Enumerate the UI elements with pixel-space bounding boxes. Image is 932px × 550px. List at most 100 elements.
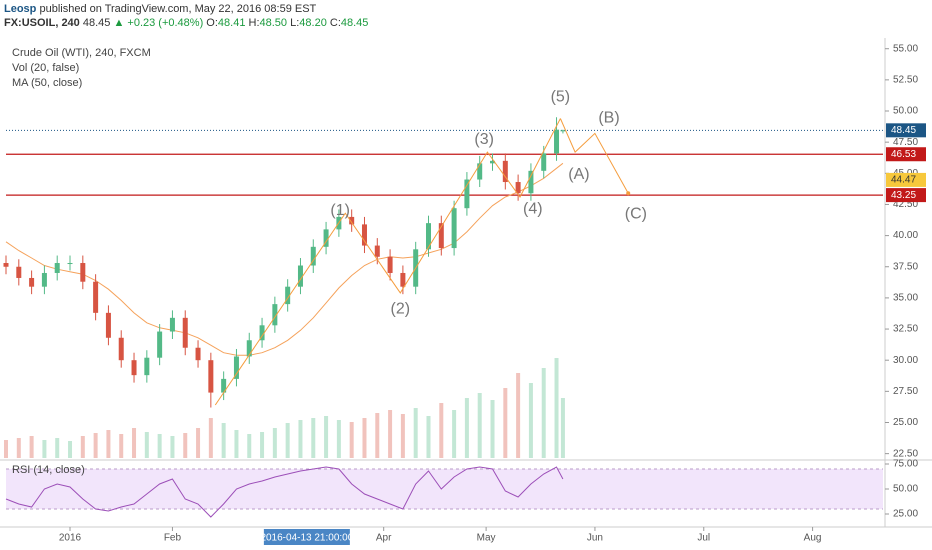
candle-body [16, 266, 22, 278]
y-tick-label: 30.00 [893, 355, 918, 366]
price-label: 43.25 [891, 190, 916, 201]
price-label-box [886, 147, 926, 162]
candle-body [105, 312, 111, 338]
y-tick-label: 47.50 [893, 137, 918, 148]
volume-bar [208, 418, 213, 458]
symbol: FX:USOIL, 240 [4, 17, 80, 29]
volume-bar [170, 436, 175, 458]
crosshair-box [263, 529, 350, 545]
volume-bar [452, 410, 457, 458]
volume-bar [16, 438, 21, 458]
candle-body [246, 340, 252, 357]
y-tick-label: 50.00 [893, 106, 918, 117]
volume-bar [157, 434, 162, 458]
volume-bar [183, 433, 188, 458]
price-label: 48.45 [891, 125, 916, 136]
moving-average [5, 162, 564, 356]
price-label: 46.53 [891, 149, 916, 160]
projection-line [559, 118, 629, 194]
price-label-box [886, 123, 926, 138]
volume-bar [477, 393, 482, 458]
candle-body [195, 347, 201, 361]
volume-bar [221, 423, 226, 458]
volume-bar [362, 418, 367, 458]
candle-body [285, 286, 291, 305]
x-tick-label: Jun [587, 533, 603, 544]
y-tick-label: 35.00 [893, 293, 918, 304]
x-tick-label: 2016 [59, 533, 82, 544]
candle-body [297, 265, 303, 287]
volume-bar [93, 433, 98, 458]
rsi-tick-label: 75.00 [893, 459, 918, 470]
candle-body [374, 245, 380, 257]
volume-bar [336, 420, 341, 458]
ohlc-key: L: [290, 17, 300, 29]
candle-body [29, 277, 35, 287]
x-tick-label: Feb [164, 533, 182, 544]
wave-label: (5) [551, 89, 571, 106]
candle-body [233, 356, 239, 379]
ohlc-value: 48.50 [259, 17, 288, 29]
volume-bar [234, 430, 239, 458]
y-tick-label: 27.50 [893, 386, 918, 397]
volume-bar [324, 416, 329, 458]
y-tick-label: 22.50 [893, 448, 918, 459]
candle-body [438, 223, 444, 249]
crosshair-label: 2016-04-13 21:00:00 [260, 533, 353, 544]
volume-bar [426, 416, 431, 458]
y-tick-label: 25.00 [893, 417, 918, 428]
header: Leosp published on TradingView.com, May … [4, 2, 368, 30]
volume-bar [503, 388, 508, 458]
rsi-band [6, 469, 883, 509]
wave-label: (2) [391, 300, 411, 317]
author[interactable]: Leosp [4, 3, 37, 15]
volume-bar [272, 428, 277, 458]
candle-body [515, 182, 521, 194]
ohlc-value: 48.45 [340, 17, 369, 29]
candle-body [272, 304, 278, 326]
legend-entry: Vol (20, false) [12, 62, 79, 74]
candle-body [560, 130, 566, 132]
volume-bar [541, 368, 546, 458]
legend-entry: Crude Oil (WTI), 240, FXCM [12, 47, 151, 59]
volume-bar [439, 403, 444, 458]
candle-body [67, 263, 73, 265]
y-tick-label: 32.50 [893, 324, 918, 335]
ohlc-key: H: [248, 17, 260, 29]
volume-bar [375, 413, 380, 458]
candle-body [182, 317, 188, 348]
candle-body [400, 272, 406, 287]
price-label-box [886, 188, 926, 203]
ohlc-value: 48.20 [299, 17, 327, 29]
candle-body [528, 170, 534, 194]
price-label: 44.47 [891, 175, 916, 186]
rsi-line [5, 466, 564, 518]
ohlc-key: C: [329, 17, 341, 29]
y-tick-label: 40.00 [893, 230, 918, 241]
x-tick-label: Apr [376, 533, 392, 544]
volume-bar [260, 432, 265, 458]
volume-bar [298, 420, 303, 458]
volume-bar [285, 423, 290, 458]
wave-label: (C) [625, 206, 647, 223]
ohlc-value: 48.41 [217, 17, 246, 29]
volume-bar [400, 414, 405, 458]
rsi-legend: RSI (14, close) [12, 464, 85, 476]
published: published on TradingView.com, May 22, 20… [39, 3, 317, 15]
candle-body [259, 325, 265, 341]
volume-bar [516, 373, 521, 458]
candle-body [349, 216, 355, 225]
candle-body [93, 281, 99, 313]
x-tick-label: Jul [697, 533, 710, 544]
wave-label: (B) [598, 110, 619, 127]
change: ▲ +0.23 (+0.48%) [113, 17, 204, 29]
publish-line: Leosp published on TradingView.com, May … [4, 2, 368, 16]
last: 48.45 [82, 17, 111, 29]
volume-bar [29, 436, 34, 458]
candle-body [169, 317, 175, 332]
volume-bar [119, 434, 124, 458]
volume-bar [560, 398, 565, 458]
candle-body [541, 153, 547, 171]
y-tick-label: 42.50 [893, 199, 918, 210]
